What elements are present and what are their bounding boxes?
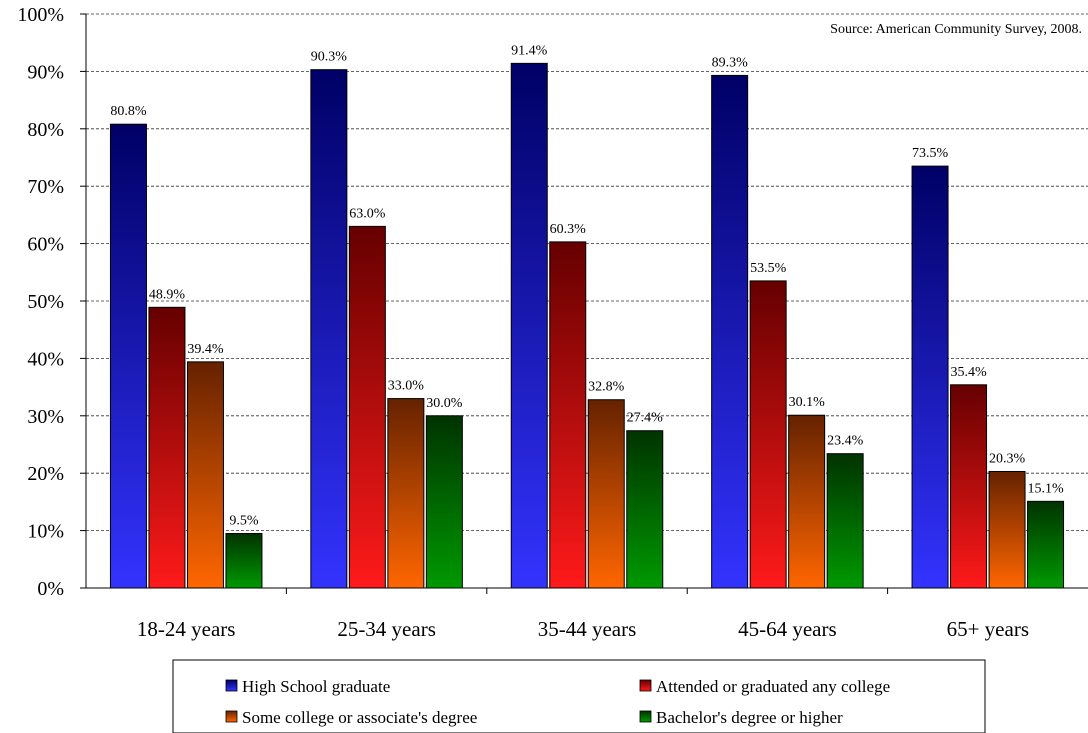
bar <box>826 453 864 589</box>
legend: High School graduate Attended or graduate… <box>172 659 986 733</box>
bar <box>348 225 386 589</box>
bar <box>549 241 587 589</box>
source-note: Source: American Community Survey, 2008. <box>830 22 1082 37</box>
legend-swatch <box>639 679 652 692</box>
bar <box>749 280 787 589</box>
bar <box>626 430 664 589</box>
bar <box>988 470 1026 589</box>
y-tick-label: 100% <box>17 4 64 26</box>
legend-label: Some college or associate's degree <box>242 708 477 727</box>
bar <box>425 415 463 589</box>
y-tick-label: 90% <box>27 61 64 83</box>
data-label: 39.4% <box>187 342 224 357</box>
y-tick-label: 20% <box>27 463 64 485</box>
y-tick-label: 10% <box>27 521 64 543</box>
bar <box>510 62 548 589</box>
data-label: 23.4% <box>827 434 864 449</box>
x-tick-label: 25-34 years <box>337 617 436 641</box>
bar <box>788 414 826 589</box>
legend-box <box>172 659 986 733</box>
legend-swatch <box>225 679 238 692</box>
bar <box>711 74 749 589</box>
legend-label: Attended or graduated any college <box>656 677 890 696</box>
data-label: 32.8% <box>588 380 625 395</box>
bar <box>587 399 625 589</box>
data-label: 30.0% <box>426 396 463 411</box>
y-tick-label: 0% <box>37 578 64 600</box>
bar <box>310 69 348 589</box>
y-tick-label: 30% <box>27 406 64 428</box>
gridlines <box>86 13 1088 531</box>
legend-swatch <box>639 710 652 723</box>
data-label: 48.9% <box>149 287 186 302</box>
data-label: 80.8% <box>110 104 147 119</box>
legend-swatch <box>225 710 238 723</box>
bar <box>225 532 263 589</box>
bar <box>387 398 425 589</box>
data-label: 73.5% <box>912 146 949 161</box>
y-tick-label: 60% <box>27 234 64 256</box>
bar <box>186 361 224 589</box>
legend-label: High School graduate <box>242 677 390 696</box>
data-label: 89.3% <box>712 55 749 70</box>
bar <box>950 384 988 589</box>
bars <box>109 62 1065 589</box>
data-label: 60.3% <box>550 222 587 237</box>
axes: 0% 10% 20% 30% 40% 50% 60% 70% 80% 90% 100% 18-24 y… <box>17 4 1088 641</box>
data-label: 33.0% <box>388 379 425 394</box>
data-label: 30.1% <box>789 395 826 410</box>
data-label: 35.4% <box>950 365 987 380</box>
data-labels: 80.8% 48.9% 39.4% 9.5% 90.3% 63.0% 33.0%30.0% 9… <box>110 43 1064 528</box>
x-tick-label: 45-64 years <box>738 617 837 641</box>
bar <box>148 306 186 589</box>
bar <box>911 165 949 589</box>
x-tick-label: 18-24 years <box>137 617 236 641</box>
data-label: 27.4% <box>627 411 664 426</box>
data-label: 63.0% <box>349 206 386 221</box>
y-tick-label: 70% <box>27 176 64 198</box>
data-label: 9.5% <box>229 513 259 528</box>
data-label: 15.1% <box>1027 481 1064 496</box>
y-tick-label: 40% <box>27 348 64 370</box>
x-tick-label: 65+ years <box>947 617 1029 641</box>
bar <box>109 123 147 589</box>
data-label: 90.3% <box>311 50 348 65</box>
x-tick-label: 35-44 years <box>538 617 637 641</box>
data-label: 20.3% <box>989 451 1026 466</box>
data-label: 91.4% <box>511 43 548 58</box>
y-tick-label: 50% <box>27 291 64 313</box>
data-label: 53.5% <box>750 261 787 276</box>
y-tick-label: 80% <box>27 119 64 141</box>
legend-label: Bachelor's degree or higher <box>656 708 843 727</box>
bar <box>1027 500 1065 589</box>
